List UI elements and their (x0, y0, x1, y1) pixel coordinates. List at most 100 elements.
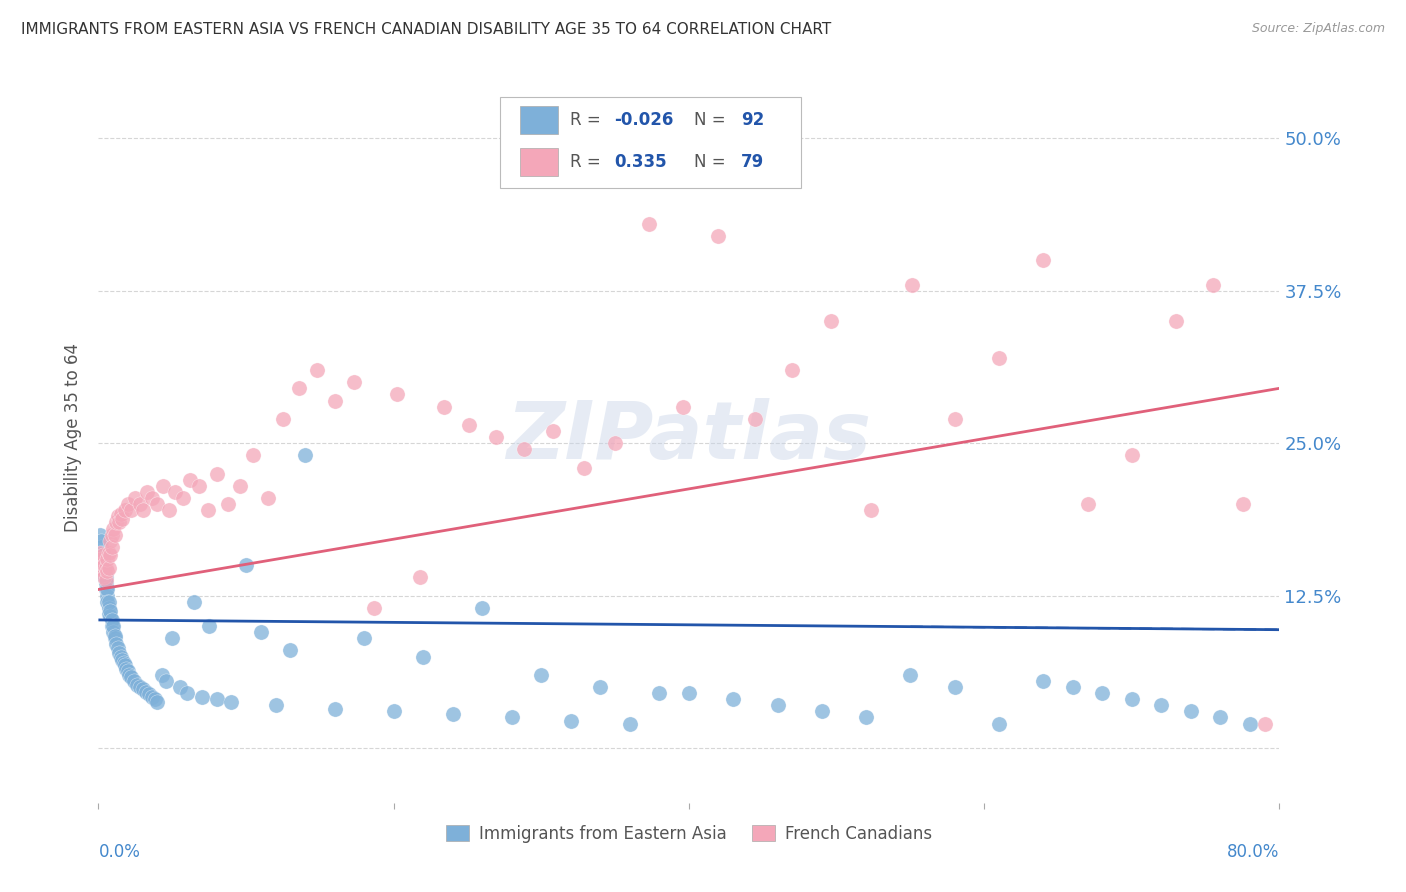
Point (988, 716, 1011, 731)
Point (323, 702, 346, 716)
Point (271, 412, 294, 426)
Text: ZIPatlas: ZIPatlas (506, 398, 872, 476)
Point (97, 600, 120, 615)
Point (363, 600, 385, 615)
Point (197, 503, 219, 517)
Point (107, 509, 129, 524)
Point (176, 686, 198, 700)
Point (93, 558, 115, 573)
Point (165, 485, 187, 500)
Point (152, 479, 174, 493)
Point (117, 497, 139, 511)
Point (97, 560, 120, 574)
Point (412, 649, 434, 664)
Point (98, 549, 121, 563)
Point (96, 552, 118, 566)
Point (93, 558, 115, 573)
Point (605, 436, 627, 450)
Text: 0.335: 0.335 (614, 153, 668, 171)
Point (1121, 449, 1143, 463)
Point (433, 400, 456, 414)
Point (103, 521, 125, 535)
Point (97, 594, 120, 608)
Point (138, 687, 160, 701)
Point (107, 640, 129, 655)
Point (458, 417, 481, 432)
Point (105, 637, 128, 651)
Point (105, 516, 128, 530)
Point (146, 497, 169, 511)
Point (1032, 253, 1054, 268)
Point (638, 217, 661, 231)
Point (91, 552, 114, 566)
Text: 0.0%: 0.0% (98, 843, 141, 861)
Point (217, 497, 239, 511)
Point (782, 363, 804, 377)
Point (104, 632, 127, 646)
Point (1239, 716, 1261, 731)
Point (343, 376, 366, 390)
Point (114, 503, 136, 517)
Point (111, 512, 134, 526)
Point (91, 558, 114, 573)
Point (132, 682, 155, 697)
Point (1077, 497, 1099, 511)
Point (943, 412, 966, 426)
Point (409, 570, 432, 584)
Point (1254, 716, 1277, 731)
Point (619, 716, 641, 731)
Point (229, 479, 252, 493)
Point (91, 564, 114, 578)
Point (191, 690, 214, 704)
Point (1121, 692, 1143, 706)
Point (104, 527, 127, 541)
Point (1150, 698, 1173, 713)
Point (988, 351, 1011, 365)
Point (120, 503, 142, 517)
Point (323, 393, 346, 408)
Point (855, 710, 877, 724)
Point (110, 507, 132, 521)
Point (1232, 497, 1254, 511)
Point (242, 449, 264, 463)
Point (135, 685, 157, 699)
Point (96, 564, 118, 578)
Point (501, 710, 523, 724)
Point (96, 594, 118, 608)
Point (250, 625, 273, 640)
Point (94, 573, 117, 587)
Point (157, 503, 180, 517)
Point (1209, 710, 1232, 724)
Text: 92: 92 (741, 111, 763, 129)
Point (820, 314, 842, 328)
Point (648, 686, 671, 700)
Point (530, 667, 553, 681)
Point (441, 706, 464, 721)
Point (900, 667, 922, 681)
Point (169, 680, 191, 694)
Point (128, 680, 150, 694)
Text: Source: ZipAtlas.com: Source: ZipAtlas.com (1251, 22, 1385, 36)
Point (512, 442, 534, 457)
Point (155, 673, 177, 688)
Point (901, 277, 924, 292)
Text: 80.0%: 80.0% (1227, 843, 1279, 861)
Point (172, 491, 194, 505)
FancyBboxPatch shape (520, 106, 558, 134)
Point (1091, 686, 1114, 700)
Point (94, 582, 117, 597)
Point (183, 594, 205, 608)
Point (93, 570, 115, 584)
Point (108, 646, 131, 660)
Point (132, 503, 155, 517)
Point (118, 667, 141, 681)
Point (136, 485, 159, 500)
Point (257, 491, 280, 505)
FancyBboxPatch shape (520, 148, 558, 176)
Point (91, 546, 114, 560)
Point (90, 552, 112, 566)
Point (89, 558, 111, 573)
Point (111, 653, 134, 667)
Point (90, 540, 112, 554)
Point (90, 533, 112, 548)
